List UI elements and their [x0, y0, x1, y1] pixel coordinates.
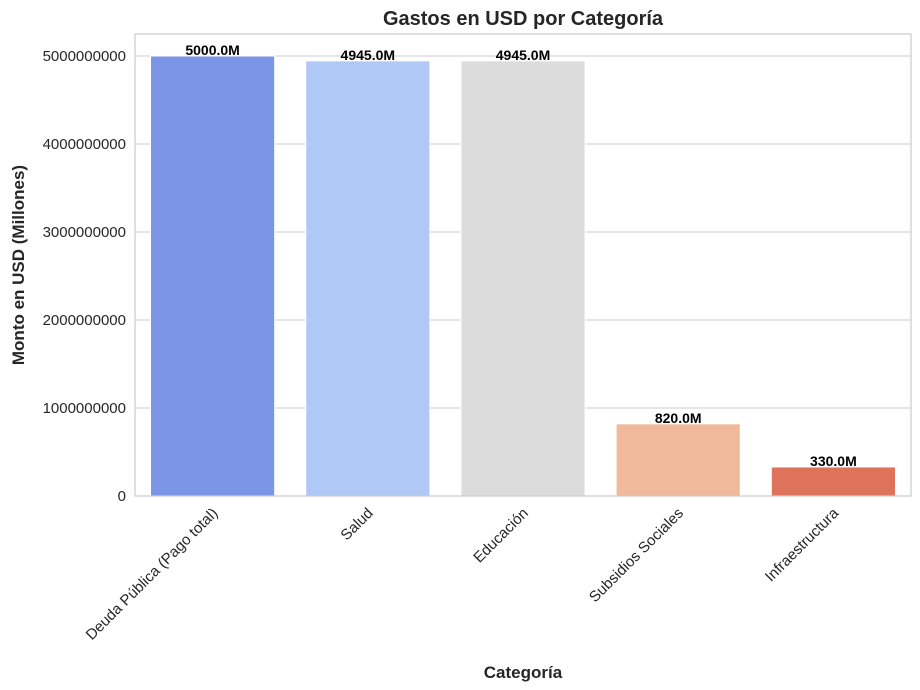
y-tick-label: 0 — [118, 488, 126, 505]
bars — [150, 55, 896, 497]
x-axis-label: Categoría — [484, 663, 563, 682]
y-tick-label: 5000000000 — [43, 48, 126, 65]
bar — [305, 60, 431, 497]
data-label: 4945.0M — [496, 47, 550, 63]
bar — [150, 55, 276, 497]
x-tick-label: Subsidios Sociales — [586, 505, 687, 606]
y-tick-label: 4000000000 — [43, 136, 126, 153]
data-label: 820.0M — [655, 410, 702, 426]
plot-frame — [134, 33, 912, 497]
y-tick-label: 3000000000 — [43, 224, 126, 241]
bar — [770, 466, 896, 497]
x-axis-ticks: Deuda Pública (Pago total) Salud Educación… — [83, 504, 843, 643]
y-axis-label: Monto en USD (Millones) — [9, 165, 28, 365]
data-label: 330.0M — [810, 453, 857, 469]
data-label: 4945.0M — [341, 47, 395, 63]
y-tick-label: 1000000000 — [43, 400, 126, 417]
x-tick-label: Salud — [337, 505, 376, 544]
bar — [460, 60, 586, 497]
x-tick-label: Infraestructura — [762, 504, 843, 585]
data-labels: 5000.0M 4945.0M 4945.0M 820.0M 330.0M — [185, 42, 856, 469]
x-tick-label: Educación — [470, 505, 532, 567]
y-tick-label: 2000000000 — [43, 312, 126, 329]
chart-title: Gastos en USD por Categoría — [383, 8, 664, 30]
x-tick-label: Deuda Pública (Pago total) — [83, 505, 222, 644]
data-label: 5000.0M — [185, 42, 239, 58]
bar — [615, 423, 741, 497]
y-axis-ticks: 0 1000000000 2000000000 3000000000 400000000… — [43, 48, 126, 505]
